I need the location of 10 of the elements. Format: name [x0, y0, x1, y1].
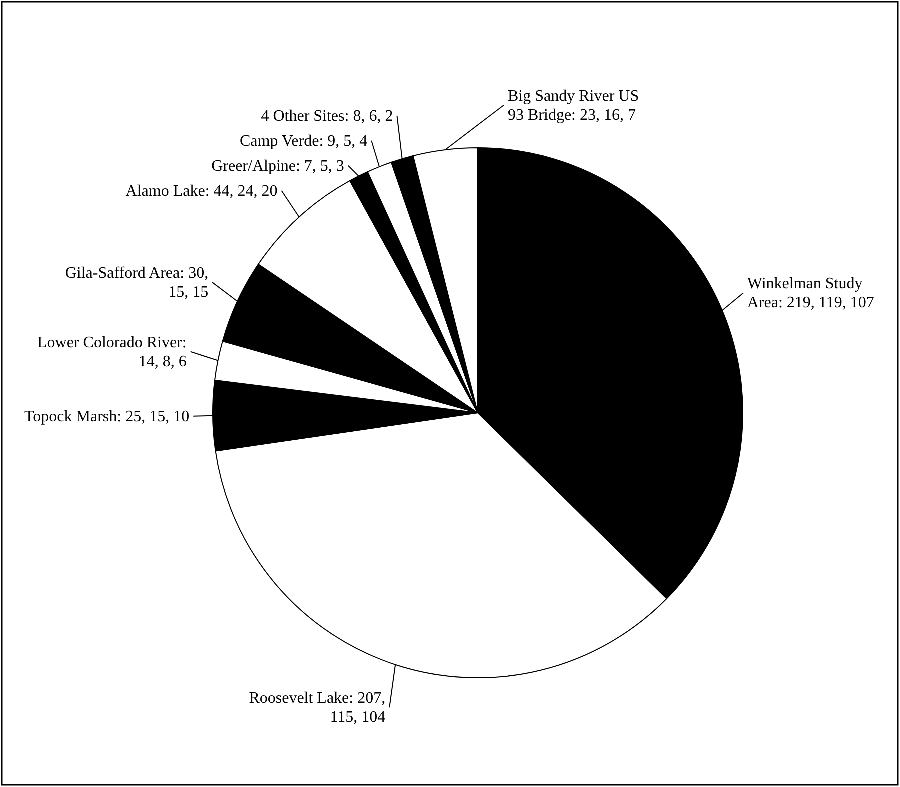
slice-label: Greer/Alpine: 7, 5, 3: [212, 158, 344, 175]
slice-label: Roosevelt Lake: 207, 115, 104: [249, 690, 386, 726]
slice-label: Lower Colorado River: 14, 8, 6: [38, 334, 187, 370]
slice-label: 4 Other Sites: 8, 6, 2: [261, 108, 394, 125]
slice-label: Winkelman Study Area: 219, 119, 107: [747, 276, 874, 312]
slice-label: Alamo Lake: 44, 24, 20: [126, 182, 278, 200]
slice-label: Big Sandy River US 93 Bridge: 23, 16, 7: [508, 88, 640, 124]
slice-label: Gila-Safford Area: 30, 15, 15: [65, 265, 209, 302]
slice-label: Topock Marsh: 25, 15, 10: [24, 408, 190, 426]
slice-label: Camp Verde: 9, 5, 4: [240, 132, 368, 150]
